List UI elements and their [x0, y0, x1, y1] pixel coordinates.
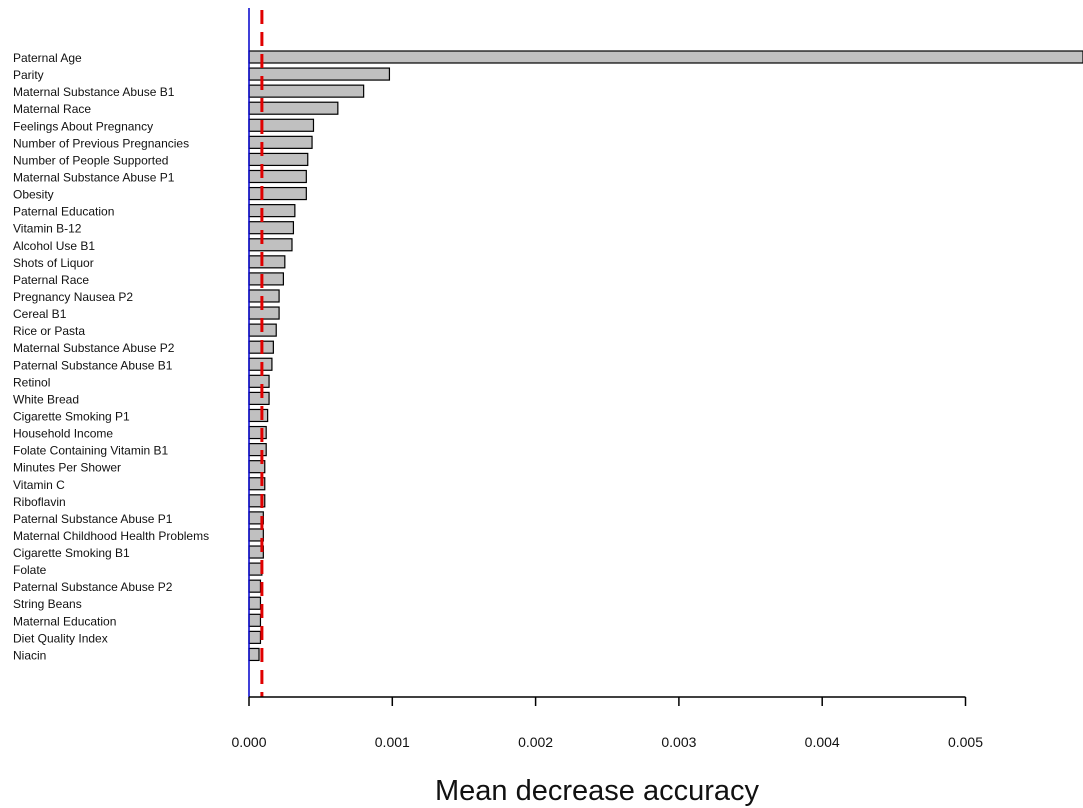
category-label: Paternal Education — [13, 205, 114, 219]
bar-maternal-substance-abuse-p1 — [248, 169, 307, 184]
category-label: Riboflavin — [13, 495, 66, 509]
bar-string-beans — [248, 596, 262, 610]
x-axis-title: Mean decrease accuracy — [435, 775, 759, 807]
bar-folate — [248, 562, 263, 576]
bar-maternal-education — [248, 613, 262, 627]
category-label: Rice or Pasta — [13, 324, 85, 338]
category-label: Alcohol Use B1 — [13, 239, 95, 253]
category-label: Shots of Liquor — [13, 256, 94, 270]
bar-paternal-substance-abuse-p2 — [248, 579, 262, 593]
bar-alcohol-use-b1 — [248, 238, 293, 252]
bar-niacin — [248, 647, 260, 662]
bar-vitamin-b-12 — [248, 221, 295, 235]
category-label: Maternal Education — [13, 614, 116, 628]
x-tick-label: 0.003 — [661, 734, 696, 750]
category-label: Paternal Substance Abuse P2 — [13, 580, 173, 594]
x-tick-label: 0.002 — [518, 734, 553, 750]
category-label: Folate Containing Vitamin B1 — [13, 444, 169, 458]
category-label: Niacin — [13, 648, 46, 662]
bar-shots-of-liquor — [248, 255, 286, 269]
bar-number-of-people-supported — [248, 152, 309, 167]
bar-white-bread — [248, 391, 270, 405]
bar-maternal-substance-abuse-b1 — [248, 84, 365, 98]
category-label: White Bread — [13, 392, 79, 406]
bar-paternal-age — [248, 50, 1083, 64]
bar-cereal-b1 — [248, 306, 280, 320]
category-label: Feelings About Pregnancy — [13, 119, 153, 133]
category-label: Obesity — [13, 188, 54, 202]
category-label: Paternal Substance Abuse P1 — [13, 512, 173, 526]
bar-number-of-previous-pregnancies — [248, 135, 313, 149]
x-tick-label: 0.000 — [231, 734, 266, 750]
bar-obesity — [248, 186, 307, 201]
bar-paternal-race — [248, 272, 284, 286]
category-label: Paternal Substance Abuse B1 — [13, 358, 173, 372]
category-label: String Beans — [13, 597, 82, 611]
category-label: Parity — [13, 68, 44, 82]
category-label: Diet Quality Index — [13, 631, 108, 645]
category-label: Retinol — [13, 375, 50, 389]
category-label: Folate — [13, 563, 47, 577]
category-label: Maternal Substance Abuse P2 — [13, 341, 175, 355]
category-labels: Paternal Age Parity Maternal Substance Abu… — [13, 51, 209, 662]
category-label: Paternal Race — [13, 273, 89, 287]
category-label: Pregnancy Nausea P2 — [13, 290, 133, 304]
category-label: Maternal Substance Abuse B1 — [13, 85, 175, 99]
category-label: Vitamin B-12 — [13, 222, 82, 236]
x-tick-label: 0.004 — [805, 734, 840, 750]
bar-folate-containing-vitamin-b1 — [248, 443, 267, 457]
category-label: Cereal B1 — [13, 307, 67, 321]
bar-household-income — [248, 425, 267, 440]
bars-group — [248, 50, 1083, 662]
category-label: Maternal Race — [13, 102, 91, 116]
bar-paternal-education — [248, 204, 296, 218]
bar-feelings-about-pregnancy — [248, 118, 315, 132]
category-label: Maternal Substance Abuse P1 — [13, 170, 175, 184]
category-label: Minutes Per Shower — [13, 461, 121, 475]
x-tick-label: 0.001 — [375, 734, 410, 750]
x-tick-label: 0.005 — [948, 734, 983, 750]
bar-cigarette-smoking-p1 — [248, 408, 269, 423]
category-label: Cigarette Smoking B1 — [13, 546, 130, 560]
bar-diet-quality-index — [248, 630, 262, 644]
category-label: Cigarette Smoking P1 — [13, 409, 130, 423]
x-axis: 0.000 0.001 0.002 0.003 0.004 0.005 — [231, 696, 983, 750]
bar-parity — [248, 67, 391, 81]
category-label: Maternal Childhood Health Problems — [13, 529, 209, 543]
bar-retinol — [248, 374, 270, 388]
bar-pregnancy-nausea-p2 — [248, 289, 280, 303]
category-label: Household Income — [13, 427, 113, 441]
category-label: Number of Previous Pregnancies — [13, 136, 189, 150]
category-label: Vitamin C — [13, 478, 65, 492]
category-label: Number of People Supported — [13, 153, 168, 167]
category-label: Paternal Age — [13, 51, 82, 65]
